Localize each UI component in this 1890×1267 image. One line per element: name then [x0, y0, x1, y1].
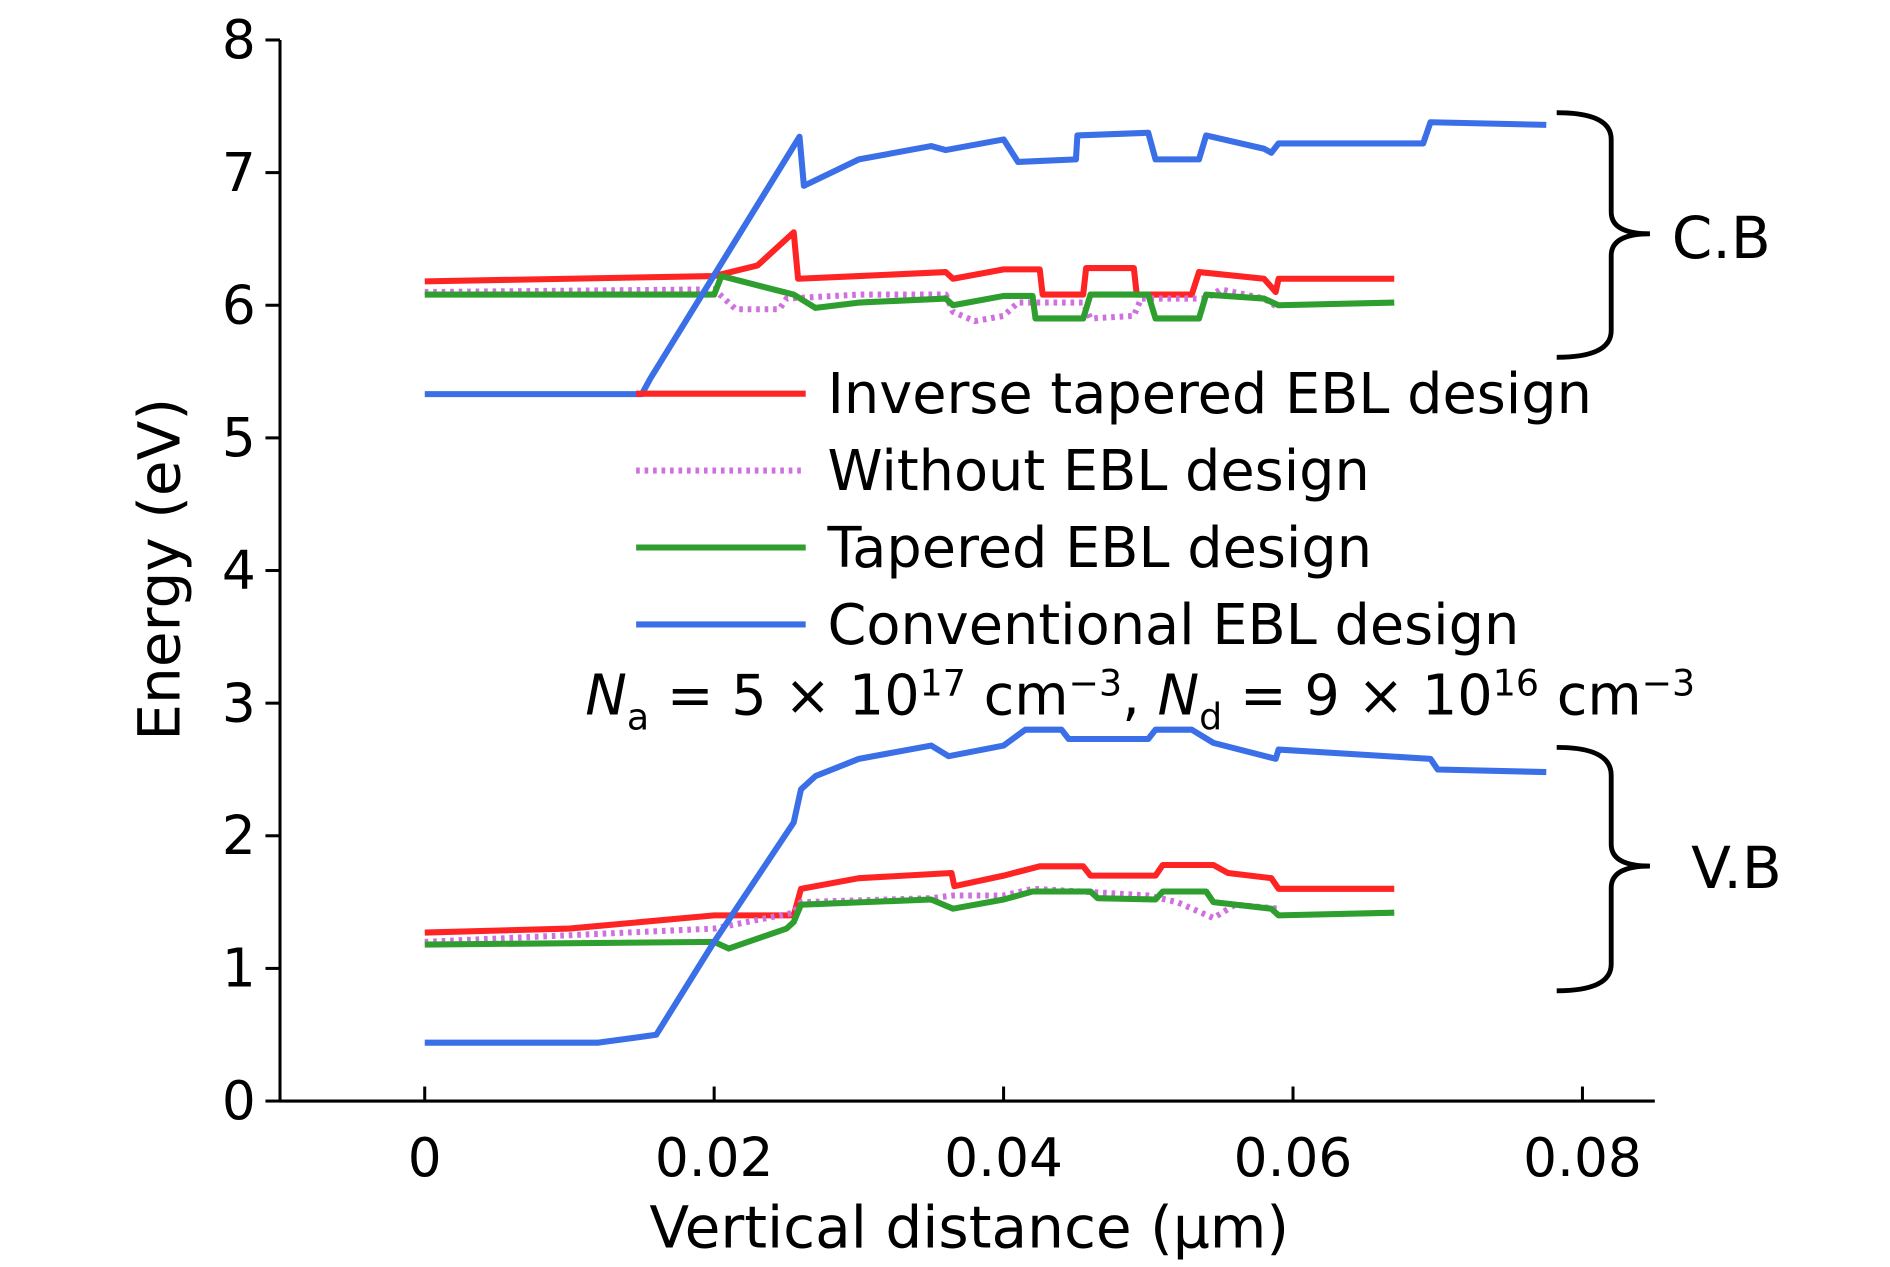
cb-label: C.B — [1672, 204, 1771, 272]
formula-part: cm — [1539, 664, 1642, 729]
formula-part: = 9 × 10 — [1222, 664, 1493, 729]
series-line — [424, 273, 1395, 322]
y-tick-label: 3 — [222, 672, 256, 734]
x-tick-label: 0 — [408, 1127, 442, 1189]
series-line — [424, 119, 1547, 398]
legend-label: Inverse tapered EBL design — [828, 362, 1592, 427]
formula-part: cm — [966, 664, 1069, 729]
y-tick-label: 8 — [222, 9, 256, 71]
x-tick-label: 0.08 — [1523, 1127, 1642, 1189]
y-tick-label: 0 — [222, 1070, 256, 1132]
formula-part: a — [627, 695, 649, 738]
cb-brace — [1556, 110, 1650, 360]
formula-part: −3 — [1642, 661, 1696, 704]
series-line — [424, 888, 1395, 952]
legend-label: Conventional EBL design — [828, 593, 1520, 658]
vb-brace — [1556, 744, 1650, 994]
x-tick-label: 0.02 — [655, 1127, 774, 1189]
formula-part: = 5 × 10 — [649, 664, 920, 729]
y-tick-label: 4 — [222, 540, 256, 602]
legend-label: Tapered EBL design — [827, 516, 1373, 581]
y-tick-label: 6 — [222, 274, 256, 336]
vb-label: V.B — [1691, 834, 1782, 902]
formula-part: 17 — [920, 661, 966, 704]
formula-part: N — [1158, 664, 1200, 729]
series-line — [424, 726, 1547, 1046]
formula-part: d — [1199, 695, 1222, 738]
x-axis-title: Vertical distance (μm) — [649, 1194, 1289, 1262]
doping-formula: Na = 5 × 1017 cm−3, Nd = 9 × 1016 cm−3 — [585, 661, 1695, 738]
series-line — [424, 229, 1395, 298]
x-tick-label: 0.04 — [944, 1127, 1063, 1189]
formula-part: , — [1122, 664, 1157, 729]
legend-label: Without EBL design — [828, 439, 1370, 504]
y-axis-title: Energy (eV) — [125, 398, 193, 741]
y-tick-label: 2 — [222, 805, 256, 867]
y-tick-label: 1 — [222, 938, 256, 1000]
formula-part: N — [585, 664, 627, 729]
formula-part: −3 — [1069, 661, 1123, 704]
y-tick-label: 7 — [222, 142, 256, 204]
x-tick-label: 0.06 — [1234, 1127, 1353, 1189]
formula-part: 16 — [1493, 661, 1539, 704]
y-tick-label: 5 — [222, 407, 256, 469]
